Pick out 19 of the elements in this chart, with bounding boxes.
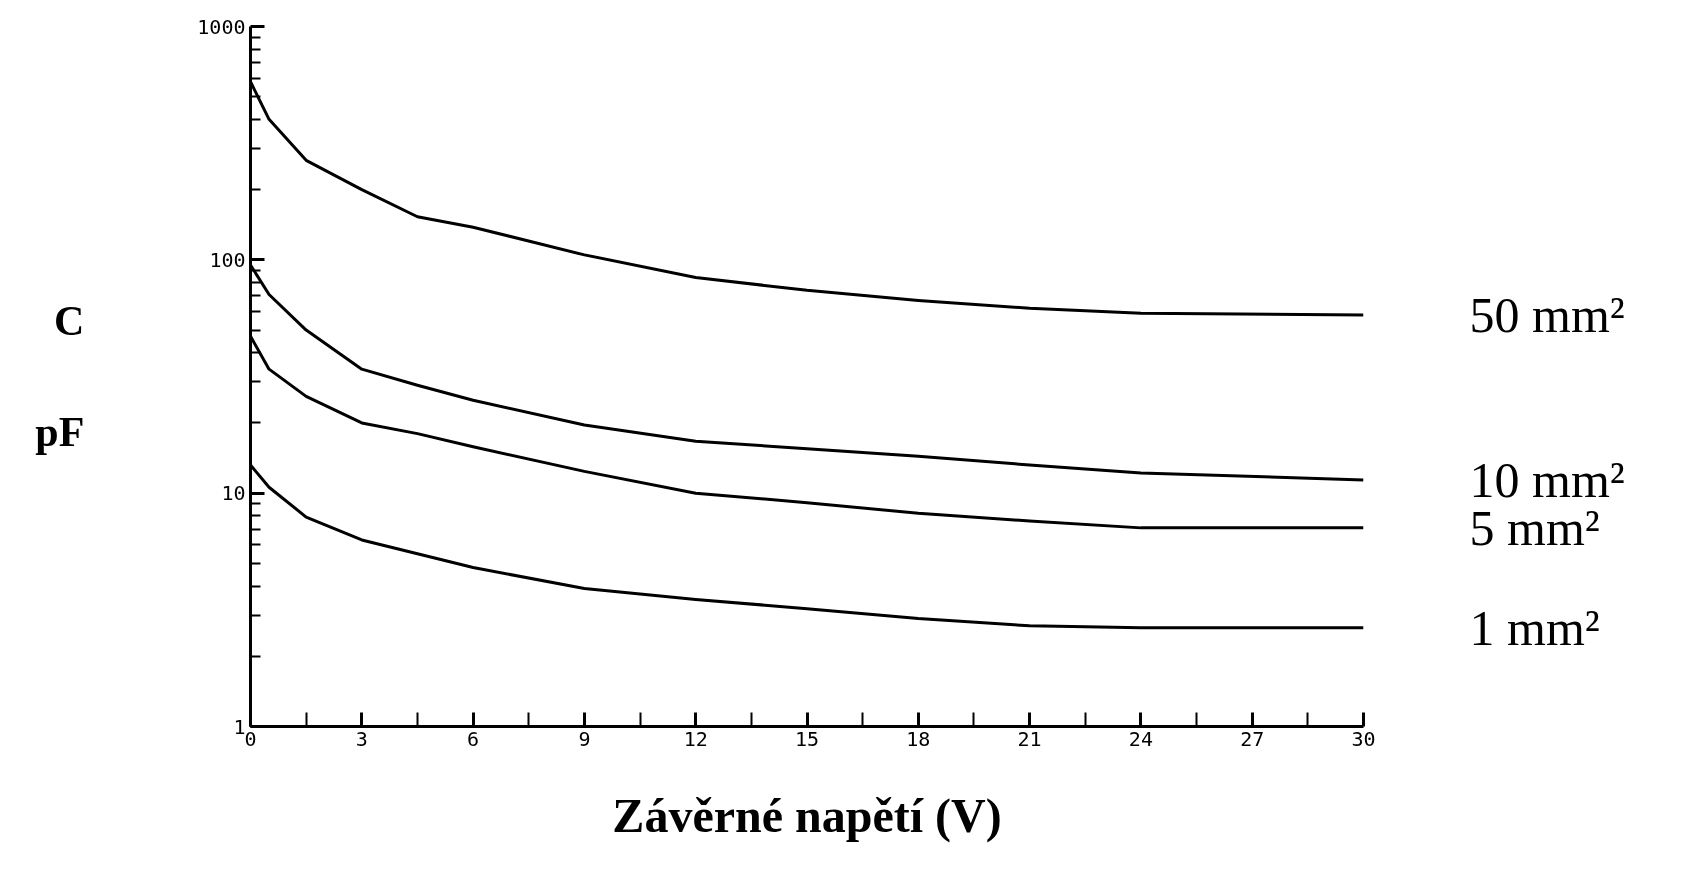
x-axis-title: Závěrné napětí (V) (612, 788, 1002, 843)
y-tick-label: 10 (221, 481, 246, 506)
x-tick-label: 6 (467, 726, 480, 751)
x-tick-label: 21 (1017, 726, 1042, 751)
text: 50 mm² (1469, 287, 1625, 344)
x-tick-label: 3 (355, 726, 368, 751)
x-tick-label: 30 (1351, 726, 1376, 751)
x-tick-label: 18 (906, 726, 931, 751)
y-tick-label: 1000 (197, 14, 246, 39)
x-tick-label: 15 (794, 726, 820, 751)
x-tick-label: 12 (683, 726, 708, 751)
text: C pF (35, 298, 85, 455)
y-tick-label: 100 (209, 247, 246, 272)
y-tick-label: 1 (233, 714, 246, 739)
x-tick-label: 27 (1240, 726, 1265, 751)
x-tick-label: 0 (244, 726, 257, 751)
x-tick-label: 24 (1128, 726, 1153, 751)
text: 1 mm² (1469, 599, 1600, 656)
x-tick-label: 9 (578, 726, 591, 751)
